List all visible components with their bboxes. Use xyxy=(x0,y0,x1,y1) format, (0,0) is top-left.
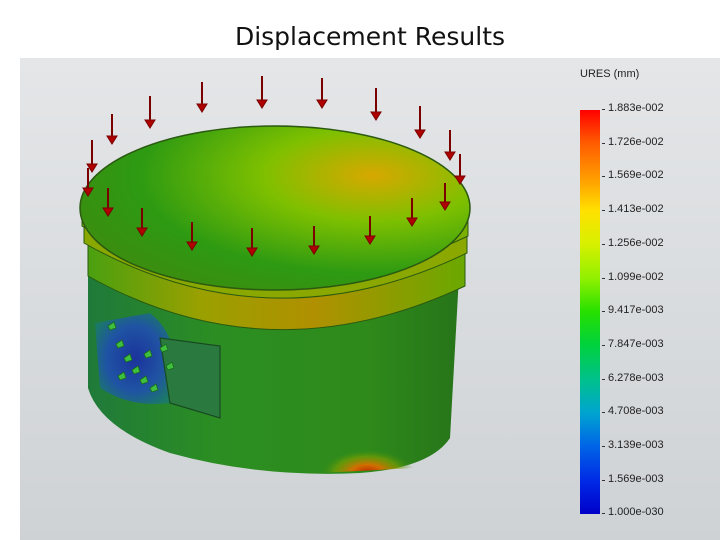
fixture-markers xyxy=(107,321,175,393)
legend-tick xyxy=(602,277,605,279)
legend-value: 1.256e-002 xyxy=(608,236,664,249)
red-arrow-icon xyxy=(444,130,456,161)
legend-value: 1.000e-030 xyxy=(608,506,664,519)
pin-boss-window xyxy=(159,337,221,419)
simulation-viewport[interactable]: URES (mm) 1.883e-002 1.726e-002 1.569e-002… xyxy=(20,58,720,540)
skirt-hot-zone xyxy=(320,424,415,473)
green-fixture-arrow-icon xyxy=(143,349,153,359)
green-fixture-arrow-icon xyxy=(117,371,127,381)
green-fixture-arrow-icon xyxy=(159,343,169,353)
green-fixture-arrow-icon xyxy=(115,339,125,349)
legend-tick xyxy=(602,243,605,245)
red-arrow-icon xyxy=(82,168,94,197)
red-arrow-icon xyxy=(246,228,258,257)
legend-value: 1.569e-003 xyxy=(608,472,664,485)
legend-value: 7.847e-003 xyxy=(608,337,664,350)
legend-tick xyxy=(602,344,605,346)
legend-title: URES (mm) xyxy=(580,68,640,80)
legend-tick xyxy=(602,176,605,178)
green-fixture-arrow-icon xyxy=(139,375,149,385)
legend-value: 4.708e-003 xyxy=(608,405,664,418)
legend-tick xyxy=(602,513,605,515)
red-arrow-icon xyxy=(364,216,376,245)
pin-boss-region xyxy=(95,313,175,404)
load-arrows xyxy=(82,76,466,257)
legend-value: 6.278e-003 xyxy=(608,371,664,384)
legend-value: 1.883e-002 xyxy=(608,102,664,114)
legend-tick xyxy=(602,412,605,414)
red-arrow-icon xyxy=(106,114,118,145)
red-arrow-icon xyxy=(370,88,382,121)
red-arrow-icon xyxy=(406,198,418,227)
red-arrow-icon xyxy=(102,188,114,217)
red-arrow-icon xyxy=(144,96,156,129)
slide-title: Displacement Results xyxy=(234,22,506,51)
red-arrow-icon xyxy=(196,82,208,113)
red-arrow-icon xyxy=(256,76,268,109)
legend-value: 9.417e-003 xyxy=(608,304,664,317)
green-fixture-arrow-icon xyxy=(123,353,133,363)
legend-tick xyxy=(602,142,605,144)
legend-tick xyxy=(602,378,605,380)
legend-tick xyxy=(602,210,605,212)
red-arrow-icon xyxy=(454,154,466,185)
legend-tick xyxy=(602,446,605,447)
legend-tick xyxy=(602,311,605,313)
red-arrow-icon xyxy=(86,140,98,173)
red-arrow-icon xyxy=(136,208,148,237)
legend-tick xyxy=(602,109,605,110)
legend-value: 1.726e-002 xyxy=(608,135,664,148)
legend-value: 1.413e-002 xyxy=(608,203,664,216)
green-fixture-arrow-icon xyxy=(165,361,175,371)
green-fixture-arrow-icon xyxy=(131,365,141,375)
legend-value: 1.569e-002 xyxy=(608,169,664,182)
legend-tick xyxy=(602,479,605,481)
legend-value: 3.139e-003 xyxy=(608,439,664,451)
legend-value: 1.099e-002 xyxy=(608,270,664,283)
green-fixture-arrow-icon xyxy=(149,383,159,393)
red-arrow-icon xyxy=(308,226,320,255)
piston-crown xyxy=(79,125,471,291)
legend: URES (mm) 1.883e-002 1.726e-002 1.569e-002… xyxy=(576,58,720,540)
red-arrow-icon xyxy=(439,183,451,211)
piston-model xyxy=(79,76,471,474)
red-arrow-icon xyxy=(186,222,198,251)
red-arrow-icon xyxy=(414,106,426,139)
legend-color-bar xyxy=(580,110,600,514)
red-arrow-icon xyxy=(316,78,328,109)
green-fixture-arrow-icon xyxy=(107,321,117,331)
